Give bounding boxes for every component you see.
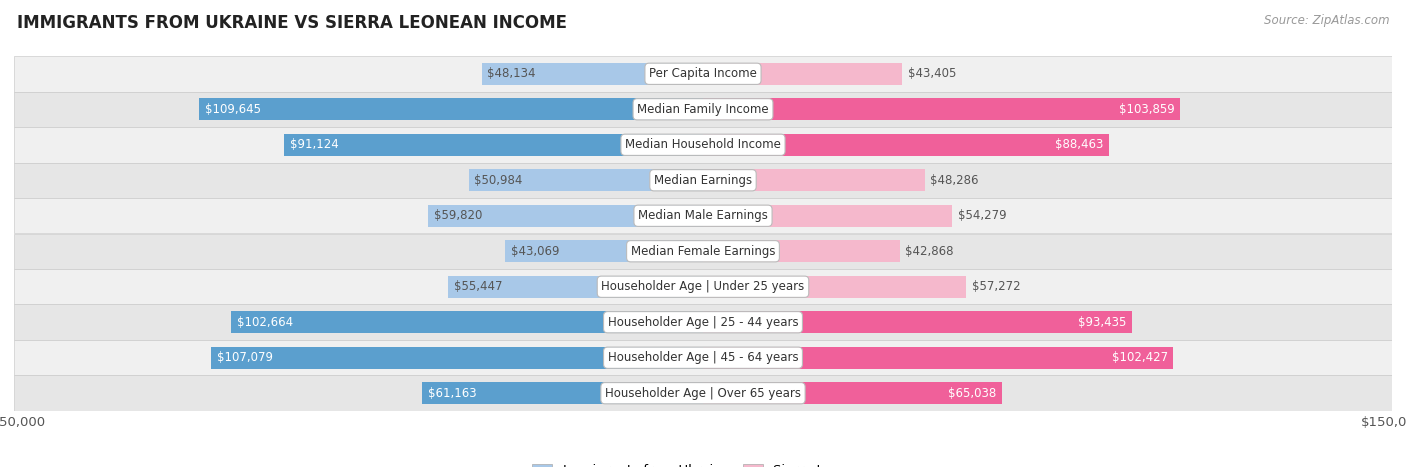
Legend: Immigrants from Ukraine, Sierra Leonean: Immigrants from Ukraine, Sierra Leonean (527, 459, 879, 467)
Bar (703, 347, 1174, 369)
Bar (14, 304, 1392, 340)
Text: Source: ZipAtlas.com: Source: ZipAtlas.com (1264, 14, 1389, 27)
Text: Householder Age | Over 65 years: Householder Age | Over 65 years (605, 387, 801, 400)
Bar (703, 134, 1109, 156)
Bar (449, 276, 703, 298)
Text: $107,079: $107,079 (217, 351, 273, 364)
Text: $91,124: $91,124 (290, 138, 339, 151)
Bar (211, 347, 703, 369)
Bar (703, 63, 903, 85)
Bar (703, 169, 925, 191)
Text: Median Female Earnings: Median Female Earnings (631, 245, 775, 258)
Text: $109,645: $109,645 (205, 103, 262, 116)
Bar (200, 98, 703, 120)
Text: $57,272: $57,272 (972, 280, 1021, 293)
Bar (422, 382, 703, 404)
Text: Householder Age | Under 25 years: Householder Age | Under 25 years (602, 280, 804, 293)
Text: $42,868: $42,868 (905, 245, 953, 258)
Text: $43,405: $43,405 (908, 67, 956, 80)
Bar (14, 127, 1392, 163)
Bar (703, 98, 1180, 120)
Bar (14, 56, 1392, 92)
Bar (505, 240, 703, 262)
Text: $61,163: $61,163 (427, 387, 477, 400)
Text: $48,134: $48,134 (488, 67, 536, 80)
Text: IMMIGRANTS FROM UKRAINE VS SIERRA LEONEAN INCOME: IMMIGRANTS FROM UKRAINE VS SIERRA LEONEA… (17, 14, 567, 32)
Text: Median Male Earnings: Median Male Earnings (638, 209, 768, 222)
Text: $48,286: $48,286 (931, 174, 979, 187)
Bar (14, 92, 1392, 127)
Text: Per Capita Income: Per Capita Income (650, 67, 756, 80)
Bar (703, 311, 1132, 333)
Text: $50,984: $50,984 (474, 174, 523, 187)
Bar (429, 205, 703, 227)
Text: $43,069: $43,069 (510, 245, 560, 258)
Text: Median Earnings: Median Earnings (654, 174, 752, 187)
Text: Median Household Income: Median Household Income (626, 138, 780, 151)
Bar (703, 240, 900, 262)
Bar (703, 276, 966, 298)
Text: $54,279: $54,279 (957, 209, 1007, 222)
Bar (232, 311, 703, 333)
Bar (703, 205, 952, 227)
Text: $59,820: $59,820 (434, 209, 482, 222)
Text: Householder Age | 25 - 44 years: Householder Age | 25 - 44 years (607, 316, 799, 329)
Text: $102,427: $102,427 (1112, 351, 1168, 364)
Bar (14, 234, 1392, 269)
Text: $55,447: $55,447 (454, 280, 502, 293)
Text: $102,664: $102,664 (238, 316, 292, 329)
Bar (14, 163, 1392, 198)
Bar (703, 382, 1001, 404)
Text: Median Family Income: Median Family Income (637, 103, 769, 116)
Bar (14, 375, 1392, 411)
Bar (482, 63, 703, 85)
Text: $88,463: $88,463 (1056, 138, 1104, 151)
Bar (14, 198, 1392, 234)
Bar (14, 340, 1392, 375)
Text: Householder Age | 45 - 64 years: Householder Age | 45 - 64 years (607, 351, 799, 364)
Text: $65,038: $65,038 (948, 387, 997, 400)
Text: $93,435: $93,435 (1078, 316, 1126, 329)
Bar (14, 269, 1392, 304)
Text: $103,859: $103,859 (1119, 103, 1174, 116)
Bar (468, 169, 703, 191)
Bar (284, 134, 703, 156)
